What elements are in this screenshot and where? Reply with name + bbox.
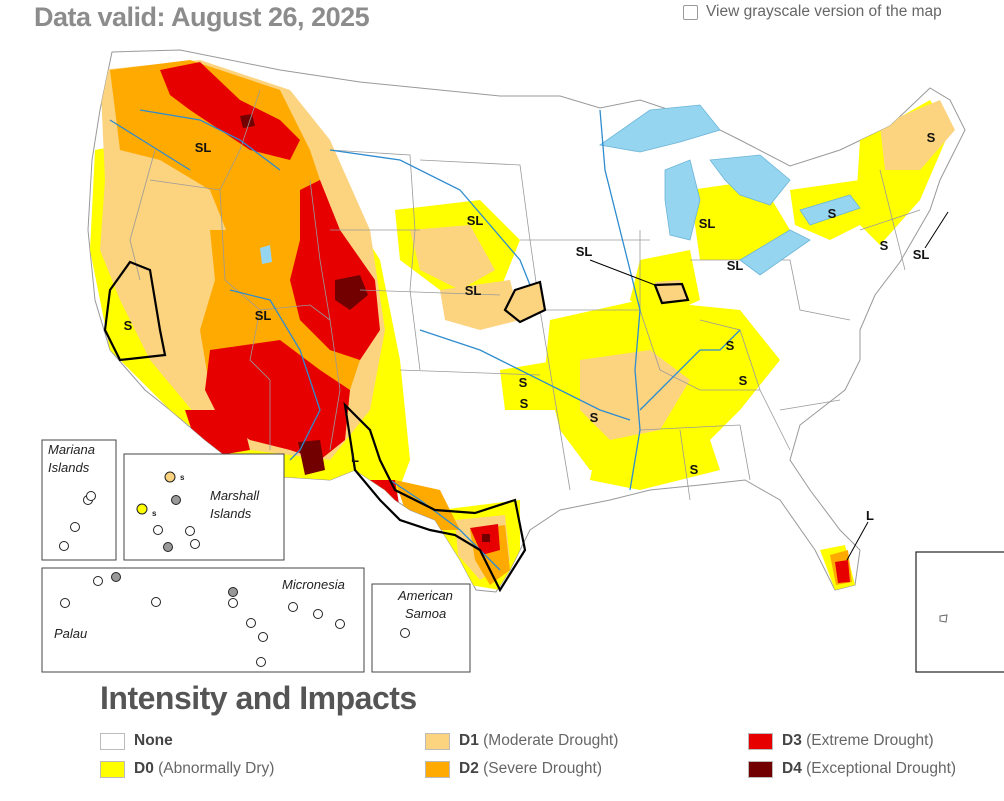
state-borders [129, 89, 921, 501]
legend-swatch [425, 760, 450, 778]
legend-label: (Extreme Drought) [806, 732, 934, 749]
rivers [109, 109, 741, 571]
inset-island [939, 614, 948, 623]
micronesia-missing-stations [111, 572, 238, 597]
great-salt-lake [260, 245, 272, 264]
grayscale-toggle[interactable]: View grayscale version of the map [683, 3, 942, 21]
marshall-stations [153, 525, 200, 549]
marshall-title-2: Islands [210, 506, 252, 521]
impact-label: S [519, 375, 528, 390]
drought-map: SL SL SL S SL SL SL SL S S SL S S S S S … [41, 49, 1004, 673]
samoa-title-1: American [397, 588, 453, 603]
legend-code: D4 [782, 760, 802, 777]
impact-label: SL [465, 283, 482, 298]
label-leaders [589, 211, 949, 561]
samoa-title-2: Samoa [405, 606, 446, 621]
mariana-title-2: Islands [48, 460, 90, 475]
micronesia-stations [60, 576, 345, 667]
legend-code: D1 [459, 732, 479, 749]
great-lakes [598, 104, 861, 276]
legend-item-d3: D3 (Extreme Drought) [748, 732, 934, 750]
legend-swatch [748, 732, 773, 750]
marshall-title-1: Marshall [210, 488, 260, 503]
marshall-d0-station [136, 503, 148, 515]
micronesia-title: Micronesia [282, 577, 345, 592]
pacific-insets: Mariana Islands Marshall Islands s s Mic… [41, 439, 471, 673]
d4-areas [240, 114, 490, 542]
grayscale-checkbox[interactable] [683, 4, 698, 20]
legend-swatch [425, 732, 450, 750]
legend-swatch [100, 760, 125, 778]
legend-item-d4: D4 (Exceptional Drought) [748, 760, 956, 778]
marshall-s-label: s [180, 473, 185, 482]
legend-code: D2 [459, 760, 479, 777]
mariana-inset [41, 439, 117, 561]
impact-label: S [828, 206, 837, 221]
impact-label: S [739, 373, 748, 388]
impact-label: SL [727, 258, 744, 273]
map-date-title: Data valid: August 26, 2025 [34, 2, 370, 32]
inset-partial [915, 551, 1004, 673]
mariana-stations [59, 491, 96, 551]
impact-label: S [590, 410, 599, 425]
impact-label: L [866, 508, 874, 523]
impact-label: S [690, 462, 699, 477]
impact-label: SL [576, 244, 593, 259]
impact-label: S [927, 130, 936, 145]
conus-map: SL SL SL S SL SL SL SL S S SL S S S S S … [87, 49, 1004, 673]
marshall-inset [123, 453, 285, 561]
legend-label: (Abnormally Dry) [158, 760, 275, 777]
legend-item-d1: D1 (Moderate Drought) [425, 732, 618, 750]
samoa-inset [371, 583, 471, 673]
legend-swatch [748, 760, 773, 778]
legend-item-d2: D2 (Severe Drought) [425, 760, 602, 778]
legend-title: Intensity and Impacts [100, 680, 417, 716]
impact-label: SL [467, 213, 484, 228]
impact-label: SL [699, 216, 716, 231]
marshall-d1-station [164, 471, 176, 483]
impact-label: SL [255, 308, 272, 323]
impact-label: SL [913, 247, 930, 262]
impact-label: S [880, 238, 889, 253]
impact-label: SL [195, 140, 212, 155]
impact-label: S [726, 338, 735, 353]
impact-label: L [351, 450, 359, 465]
legend-code: D0 [134, 760, 154, 777]
legend-label: (Exceptional Drought) [806, 760, 957, 777]
impact-labels: SL SL SL S SL SL SL SL S S SL S S S S S … [124, 130, 936, 523]
impact-label: S [520, 396, 529, 411]
grayscale-label: View grayscale version of the map [706, 3, 942, 20]
marshall-s-label: s [152, 509, 157, 518]
impact-outlines [103, 260, 690, 593]
legend-code: D3 [782, 732, 802, 749]
marshall-missing-stations [163, 495, 181, 552]
legend-swatch [100, 732, 125, 750]
legend-label: (Severe Drought) [483, 760, 603, 777]
legend-item-d0: D0 (Abnormally Dry) [100, 760, 274, 778]
legend-item-none: None [100, 732, 173, 750]
legend-label: (Moderate Drought) [483, 732, 619, 749]
palau-title: Palau [54, 626, 87, 641]
mariana-title-1: Mariana [48, 442, 95, 457]
legend-code: None [134, 732, 173, 749]
impact-label: S [124, 318, 133, 333]
samoa-station [400, 628, 410, 638]
